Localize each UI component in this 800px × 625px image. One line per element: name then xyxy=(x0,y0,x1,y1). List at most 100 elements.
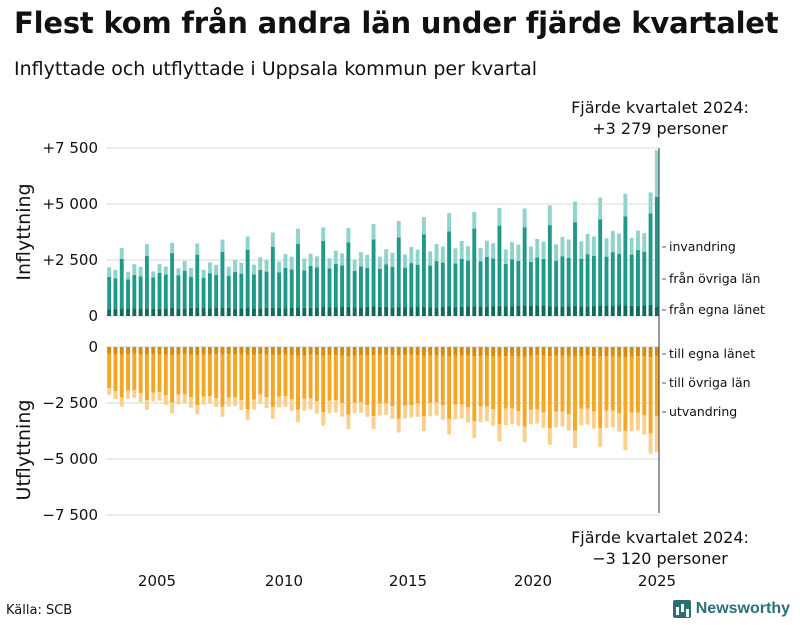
bar-out-ovriga xyxy=(566,355,571,415)
bar-in-egna xyxy=(409,307,414,316)
bar-out-egna xyxy=(384,347,389,355)
bar-in-invandring xyxy=(491,243,496,259)
y-tick-label: −7 500 xyxy=(42,506,98,524)
bar-in-ovriga xyxy=(585,254,590,307)
bar-out-ovriga xyxy=(264,354,269,398)
bar-out-egna xyxy=(289,347,294,355)
bar-out-ovriga xyxy=(453,355,458,405)
bar-in-invandring xyxy=(132,264,137,275)
bar-in-invandring xyxy=(440,246,445,263)
bar-in-invandring xyxy=(359,252,363,267)
bar-in-invandring xyxy=(434,244,439,262)
bar-in-ovriga xyxy=(547,225,552,307)
y-axis-title-bottom: Utflyttning xyxy=(13,400,35,501)
bar-out-utvandring xyxy=(484,406,489,422)
bar-in-egna xyxy=(579,306,584,316)
bar-out-utvandring xyxy=(220,406,225,417)
bar-in-egna xyxy=(573,305,577,316)
bar-in-invandring xyxy=(415,249,420,265)
bar-in-invandring xyxy=(617,233,622,254)
y-tick-label: −5 000 xyxy=(42,450,98,468)
bar-in-invandring xyxy=(428,251,433,266)
bar-in-ovriga xyxy=(132,274,137,310)
bar-out-egna xyxy=(573,347,577,357)
bar-in-invandring xyxy=(314,256,319,268)
bar-out-utvandring xyxy=(554,411,559,428)
bar-in-ovriga xyxy=(421,234,426,307)
bar-in-egna xyxy=(396,307,401,316)
bar-in-ovriga xyxy=(491,258,496,307)
bar-out-ovriga xyxy=(333,354,338,401)
bar-out-ovriga xyxy=(359,355,363,403)
bar-out-ovriga xyxy=(239,354,244,401)
bar-out-utvandring xyxy=(201,396,206,405)
bar-out-utvandring xyxy=(138,393,143,402)
bar-in-ovriga xyxy=(459,259,464,307)
bar-out-utvandring xyxy=(365,405,370,417)
bar-in-ovriga xyxy=(233,272,238,309)
bar-in-invandring xyxy=(258,257,263,270)
bar-out-utvandring xyxy=(302,398,307,411)
bar-out-egna xyxy=(610,347,615,356)
bar-out-utvandring xyxy=(516,411,521,426)
bar-in-egna xyxy=(384,306,389,316)
bar-out-egna xyxy=(201,347,206,355)
x-tick-label: 2025 xyxy=(638,572,676,590)
bar-out-egna xyxy=(629,347,634,357)
bar-out-utvandring xyxy=(264,397,269,408)
bar-in-egna xyxy=(610,306,615,316)
bar-out-utvandring xyxy=(239,400,244,410)
bars xyxy=(107,150,659,454)
bar-in-egna xyxy=(522,305,527,316)
bar-out-egna xyxy=(591,347,596,357)
bar-in-egna xyxy=(302,307,307,316)
bar-out-ovriga xyxy=(113,354,118,392)
bar-out-ovriga xyxy=(497,356,502,424)
bar-in-egna xyxy=(296,307,300,316)
legend-label: invandring xyxy=(669,239,736,254)
bar-in-invandring xyxy=(233,260,238,273)
bar-out-utvandring xyxy=(384,403,389,415)
bar-in-egna xyxy=(163,308,168,316)
bar-in-ovriga xyxy=(144,256,149,309)
brand-name: Newsworthy xyxy=(695,600,790,617)
bar-in-invandring xyxy=(214,264,219,275)
bar-in-ovriga xyxy=(113,278,118,309)
bar-out-ovriga xyxy=(132,353,137,391)
bar-out-egna xyxy=(421,347,426,356)
bar-in-invandring xyxy=(346,227,351,243)
bar-in-invandring xyxy=(365,254,370,268)
bar-out-egna xyxy=(623,347,628,357)
bar-in-invandring xyxy=(182,260,187,271)
bar-out-utvandring xyxy=(541,412,546,428)
bar-out-ovriga xyxy=(409,354,414,406)
bar-in-ovriga xyxy=(566,257,571,307)
bar-in-ovriga xyxy=(107,276,112,310)
bar-out-utvandring xyxy=(359,402,363,413)
bar-in-ovriga xyxy=(333,263,338,308)
bar-out-utvandring xyxy=(214,398,219,408)
bar-in-egna xyxy=(113,308,118,316)
bar-in-egna xyxy=(321,307,326,316)
bar-out-ovriga xyxy=(573,356,577,431)
bar-out-utvandring xyxy=(535,409,540,424)
bar-in-ovriga xyxy=(472,228,477,307)
bar-in-invandring xyxy=(636,230,640,251)
bar-out-utvandring xyxy=(189,397,193,408)
bar-in-invandring xyxy=(296,228,300,244)
bar-in-ovriga xyxy=(604,256,609,306)
bar-in-egna xyxy=(377,306,382,316)
bar-in-invandring xyxy=(591,236,596,256)
bar-in-egna xyxy=(182,308,187,316)
bar-in-egna xyxy=(239,308,244,316)
bar-out-egna xyxy=(333,347,338,355)
bar-out-utvandring xyxy=(522,426,527,443)
bar-out-egna xyxy=(579,347,584,357)
bar-in-invandring xyxy=(340,253,345,266)
brand-logo[interactable]: Newsworthy xyxy=(672,600,790,618)
bar-out-utvandring xyxy=(182,394,187,404)
bar-out-utvandring xyxy=(428,402,433,417)
bar-out-utvandring xyxy=(491,409,496,426)
bar-in-ovriga xyxy=(434,261,439,308)
bar-out-utvandring xyxy=(636,412,640,431)
